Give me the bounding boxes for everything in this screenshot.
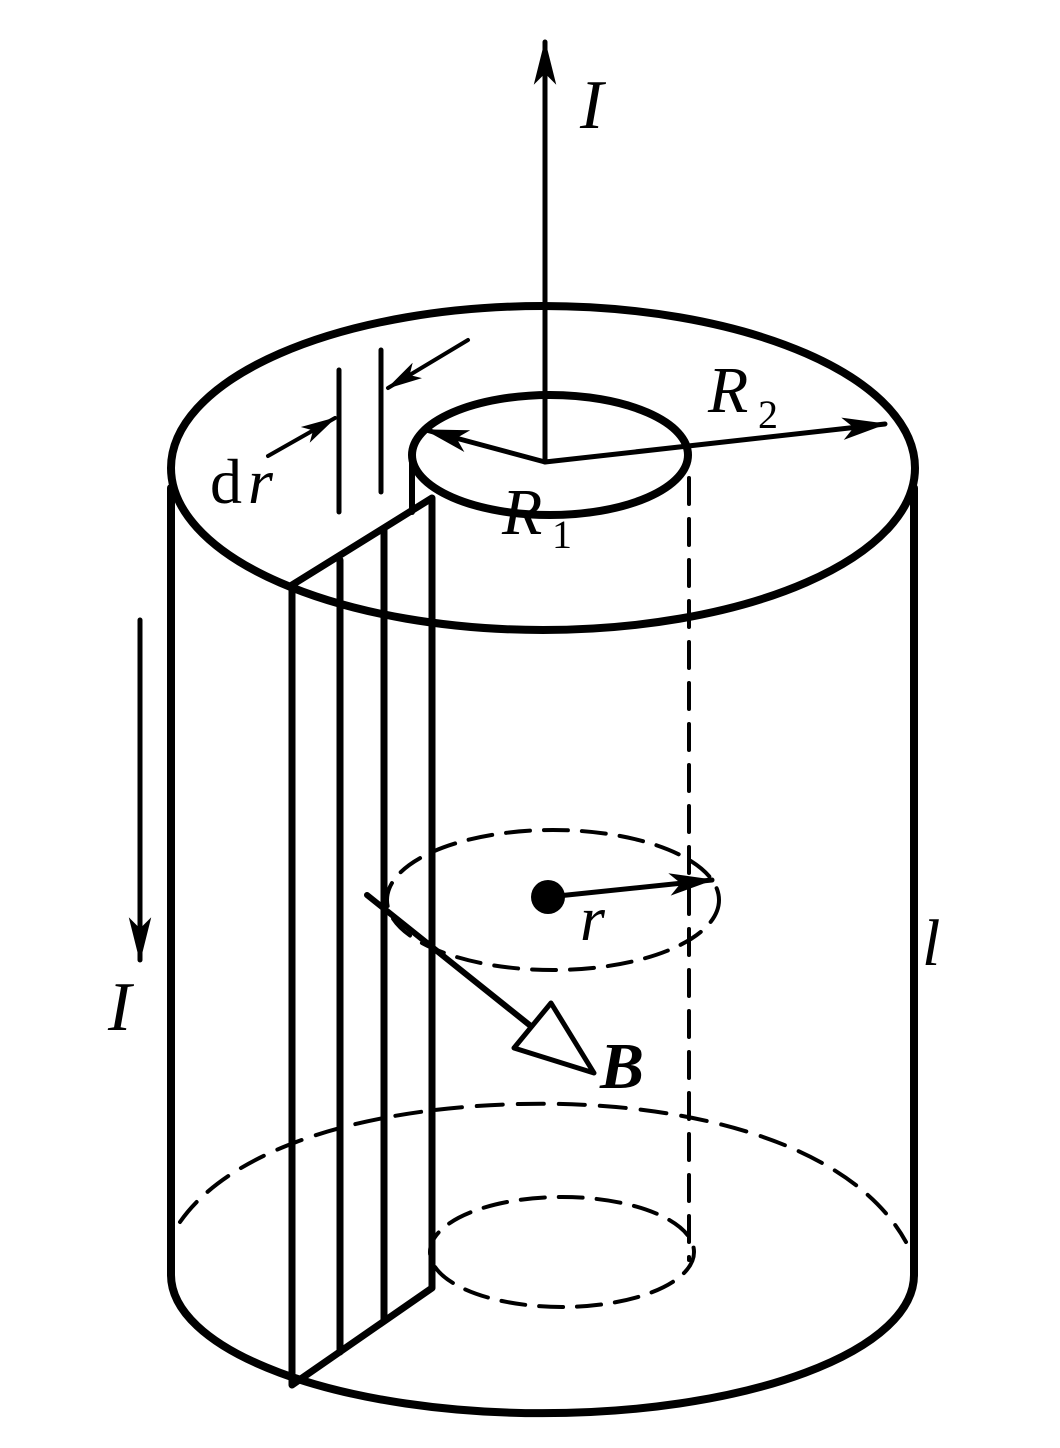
dr-label-d: d: [210, 446, 242, 517]
inner-top-ellipse: [408, 391, 692, 519]
dr-left-arrow: [266, 416, 337, 458]
current-bottom-label: I: [107, 969, 135, 1046]
r1-label: R: [501, 476, 542, 549]
section-plane: [288, 494, 436, 1389]
b-field-arrow-shaft: [364, 892, 535, 1030]
r2-label: R: [707, 354, 748, 427]
dr-right-arrow: [386, 338, 470, 390]
amperian-loop: [385, 828, 721, 972]
r-radius-arrow: [545, 873, 715, 900]
inner-bottom-ellipse: [428, 1195, 696, 1309]
b-field-arrow-head: [511, 1000, 597, 1076]
r1-arrow: [423, 427, 548, 465]
loop-radius-label: r: [580, 883, 606, 954]
dr-label-r: r: [248, 446, 274, 517]
b-field-label: B: [599, 1030, 644, 1103]
r2-subscript: 2: [758, 392, 778, 437]
r1-subscript: 1: [552, 512, 572, 557]
r2-arrow: [542, 417, 888, 465]
length-label: l: [922, 907, 940, 980]
current-top-label: I: [579, 67, 607, 144]
outer-bottom-front-arc: [167, 1271, 918, 1418]
outer-bottom-back-arc: [178, 1101, 908, 1244]
